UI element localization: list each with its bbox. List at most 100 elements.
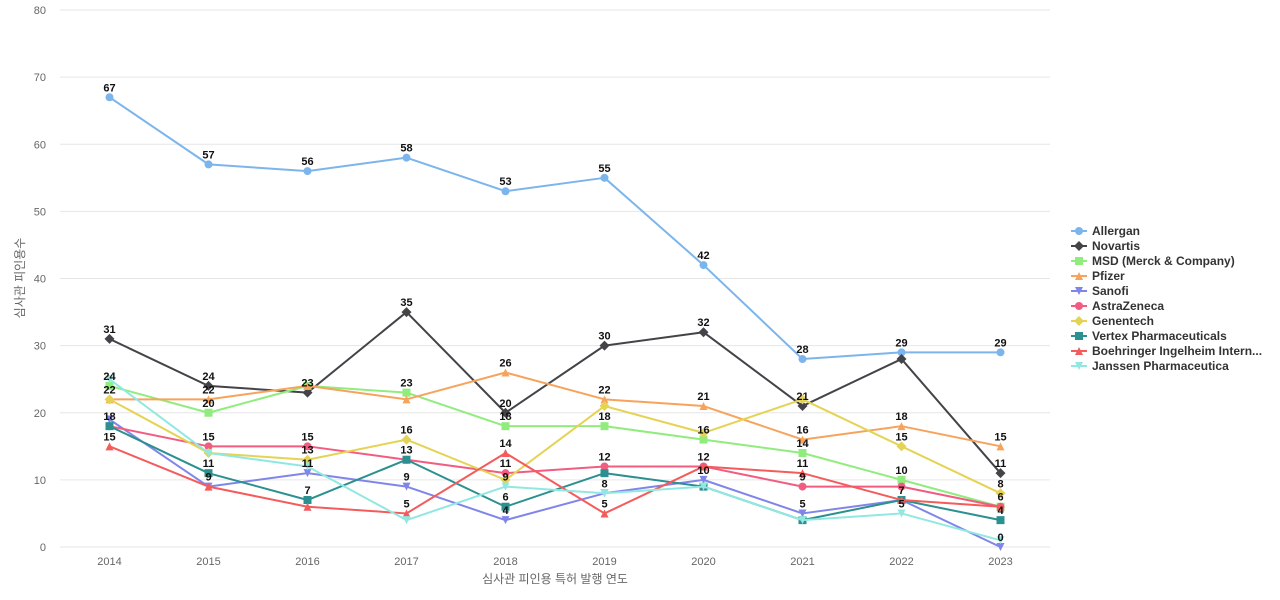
data-point[interactable] <box>501 482 510 491</box>
data-point[interactable] <box>797 401 808 412</box>
data-point[interactable] <box>699 402 708 411</box>
data-point[interactable] <box>105 415 114 424</box>
data-point[interactable] <box>303 496 312 505</box>
data-point[interactable] <box>698 327 709 338</box>
data-point[interactable] <box>897 422 906 431</box>
data-point[interactable] <box>996 536 1005 545</box>
data-point[interactable] <box>600 469 609 478</box>
data-point[interactable] <box>204 449 213 458</box>
data-point[interactable] <box>501 187 510 196</box>
data-point[interactable] <box>303 442 312 451</box>
data-point[interactable] <box>501 516 510 525</box>
data-point[interactable] <box>699 482 708 491</box>
data-point[interactable] <box>798 435 807 444</box>
data-point[interactable] <box>798 469 807 478</box>
data-point[interactable] <box>500 474 511 485</box>
data-point[interactable] <box>798 449 807 458</box>
data-point[interactable] <box>501 449 510 458</box>
legend-item[interactable]: Genentech <box>1071 314 1154 328</box>
data-point[interactable] <box>105 442 114 451</box>
data-point[interactable] <box>798 516 807 525</box>
data-point[interactable] <box>402 509 411 518</box>
data-point[interactable] <box>204 442 213 451</box>
data-point[interactable] <box>302 454 313 465</box>
data-point[interactable] <box>303 462 312 471</box>
data-point[interactable] <box>500 407 511 418</box>
data-point[interactable] <box>501 368 510 377</box>
data-point[interactable] <box>402 153 411 162</box>
data-point[interactable] <box>105 381 114 390</box>
data-point[interactable] <box>105 375 114 384</box>
legend-item[interactable]: Vertex Pharmaceuticals <box>1071 329 1227 343</box>
data-point[interactable] <box>600 489 609 498</box>
data-point[interactable] <box>303 502 312 511</box>
data-point[interactable] <box>996 348 1005 357</box>
data-point[interactable] <box>995 468 1006 479</box>
data-point[interactable] <box>798 482 807 491</box>
data-point[interactable] <box>797 394 808 405</box>
data-point[interactable] <box>501 502 510 511</box>
data-point[interactable] <box>599 401 610 412</box>
legend-label: Boehringer Ingelheim Intern... <box>1092 344 1262 358</box>
data-point[interactable] <box>600 509 609 518</box>
data-point[interactable] <box>600 173 609 182</box>
data-point[interactable] <box>996 442 1005 451</box>
data-point[interactable] <box>402 455 411 464</box>
legend-item[interactable]: Novartis <box>1071 239 1140 253</box>
legend-item[interactable]: Boehringer Ingelheim Intern... <box>1071 344 1262 358</box>
data-point[interactable] <box>104 333 115 344</box>
data-point[interactable] <box>501 469 510 478</box>
data-point[interactable] <box>204 160 213 169</box>
data-point[interactable] <box>897 348 906 357</box>
legend-item[interactable]: Pfizer <box>1071 269 1125 283</box>
data-point[interactable] <box>897 496 906 505</box>
legend-item[interactable]: Janssen Pharmaceutica <box>1071 359 1229 373</box>
data-point[interactable] <box>303 381 312 390</box>
data-point[interactable] <box>896 441 907 452</box>
data-point[interactable] <box>303 469 312 478</box>
legend-item[interactable]: MSD (Merck & Company) <box>1071 254 1235 268</box>
data-point[interactable] <box>104 394 115 405</box>
data-point[interactable] <box>699 475 708 484</box>
data-point[interactable] <box>501 422 510 431</box>
data-point[interactable] <box>599 340 610 351</box>
data-point[interactable] <box>302 387 313 398</box>
data-point[interactable] <box>204 395 213 404</box>
data-point[interactable] <box>402 388 411 397</box>
data-point[interactable] <box>303 167 312 176</box>
data-point[interactable] <box>897 475 906 484</box>
data-label: 9 <box>205 472 211 484</box>
data-point[interactable] <box>896 354 907 365</box>
legend-item[interactable]: Allergan <box>1071 224 1140 238</box>
data-point[interactable] <box>401 307 412 318</box>
data-point[interactable] <box>698 427 709 438</box>
data-point[interactable] <box>204 408 213 417</box>
data-point[interactable] <box>402 482 411 491</box>
data-point[interactable] <box>105 422 114 431</box>
data-point[interactable] <box>798 355 807 364</box>
data-point[interactable] <box>995 488 1006 499</box>
data-point[interactable] <box>600 395 609 404</box>
data-point[interactable] <box>401 434 412 445</box>
data-point[interactable] <box>699 435 708 444</box>
data-point[interactable] <box>402 395 411 404</box>
data-point[interactable] <box>996 516 1005 525</box>
data-point[interactable] <box>699 462 708 471</box>
data-point[interactable] <box>402 516 411 525</box>
legend-label: Vertex Pharmaceuticals <box>1092 329 1227 343</box>
legend-item[interactable]: Sanofi <box>1071 284 1129 298</box>
data-point[interactable] <box>996 543 1005 551</box>
data-point[interactable] <box>600 462 609 471</box>
data-point[interactable] <box>798 509 807 518</box>
data-point[interactable] <box>203 380 214 391</box>
data-label: 14 <box>499 438 512 450</box>
data-point[interactable] <box>996 502 1005 511</box>
data-point[interactable] <box>600 422 609 431</box>
data-point[interactable] <box>897 482 906 491</box>
legend-item[interactable]: AstraZeneca <box>1071 299 1164 313</box>
data-point[interactable] <box>204 469 213 478</box>
data-point[interactable] <box>204 482 213 491</box>
data-point[interactable] <box>699 261 708 270</box>
data-point[interactable] <box>105 93 114 102</box>
data-point[interactable] <box>897 509 906 518</box>
